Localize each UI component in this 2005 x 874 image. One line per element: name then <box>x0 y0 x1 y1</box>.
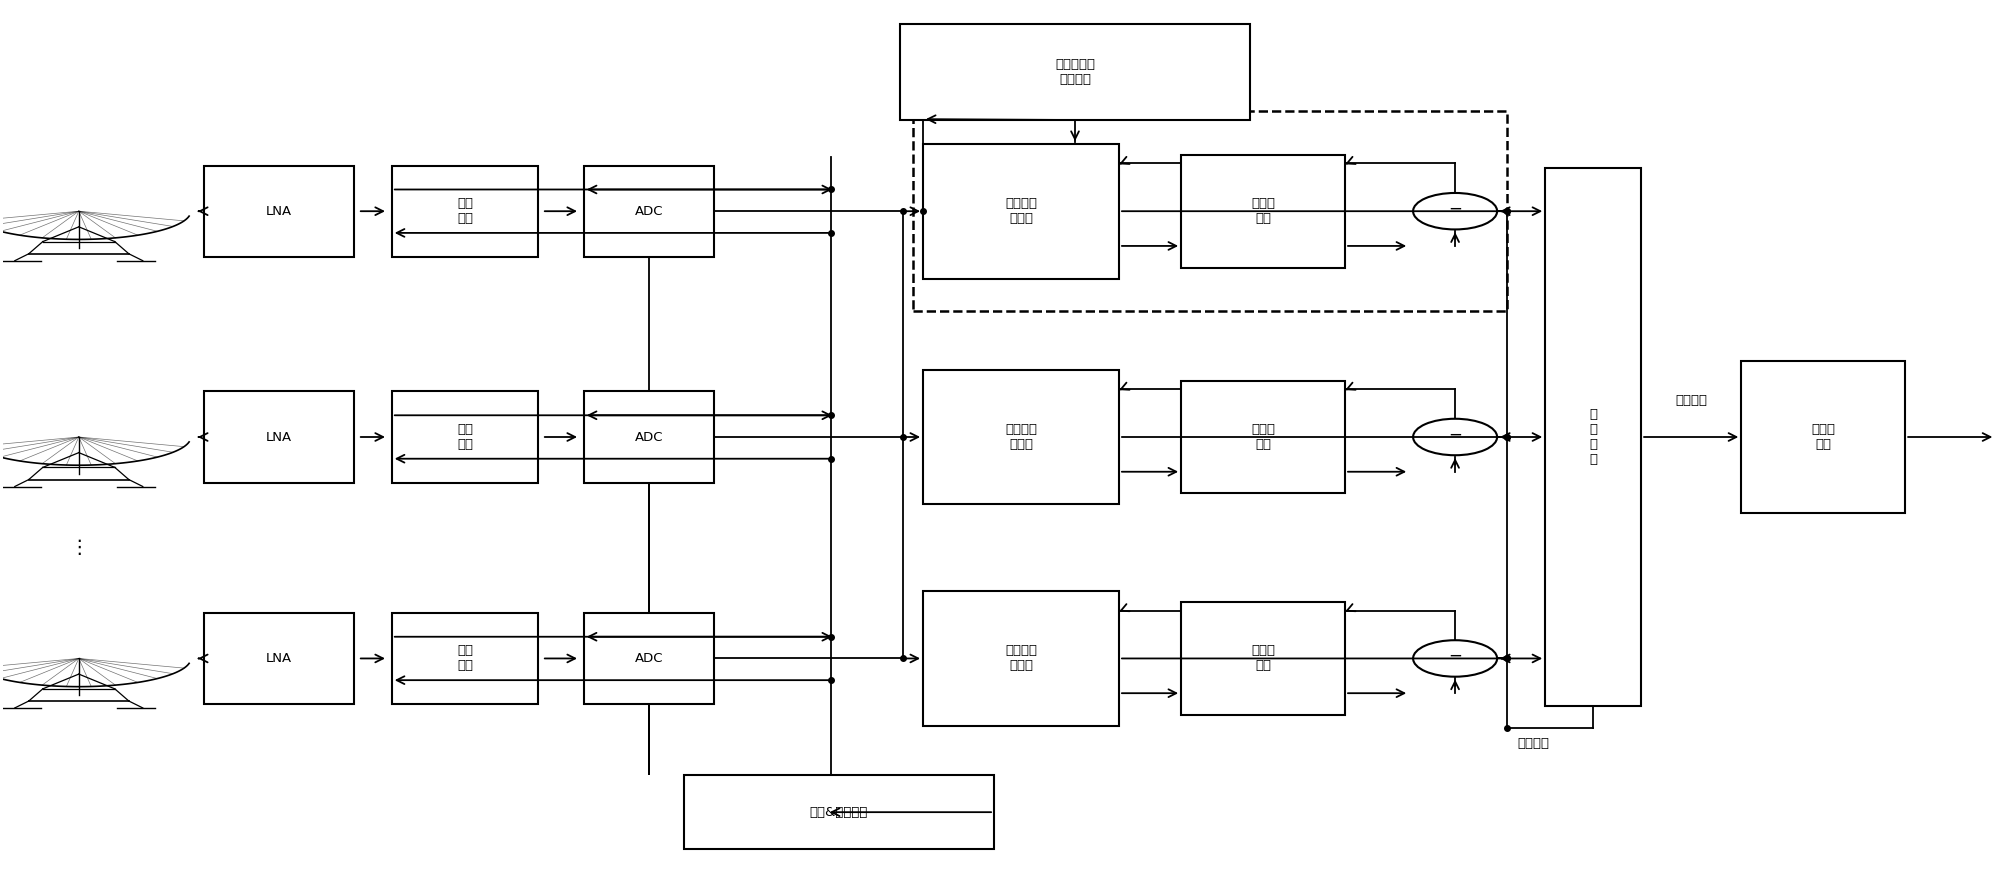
Text: 信
号
合
成: 信 号 合 成 <box>1588 408 1596 466</box>
Circle shape <box>1412 193 1496 230</box>
Bar <box>922 144 1119 279</box>
Bar <box>205 613 353 704</box>
Text: 参考信号: 参考信号 <box>1516 737 1548 750</box>
Text: 时延和相
位调整: 时延和相 位调整 <box>1005 644 1037 672</box>
Text: ADC: ADC <box>634 205 664 218</box>
Text: ⋮: ⋮ <box>68 538 88 558</box>
Text: −: − <box>1448 426 1462 443</box>
Bar <box>900 24 1249 120</box>
Text: 合成信号: 合成信号 <box>1674 393 1706 406</box>
Bar <box>205 392 353 482</box>
Circle shape <box>1412 419 1496 455</box>
Text: 下变
频器: 下变 频器 <box>457 423 473 451</box>
Text: −: − <box>1448 199 1462 218</box>
Bar <box>1544 168 1640 706</box>
Bar <box>922 591 1119 725</box>
Bar <box>684 775 994 849</box>
Text: ADC: ADC <box>634 652 664 665</box>
Text: ADC: ADC <box>634 431 664 443</box>
Text: LNA: LNA <box>265 431 293 443</box>
Text: LNA: LNA <box>265 652 293 665</box>
Bar <box>1181 155 1345 267</box>
Bar <box>391 613 537 704</box>
Bar <box>583 392 714 482</box>
Bar <box>912 111 1506 311</box>
Text: LNA: LNA <box>265 205 293 218</box>
Text: 时延和相
位调整: 时延和相 位调整 <box>1005 423 1037 451</box>
Bar <box>1181 380 1345 494</box>
Text: −: − <box>1448 647 1462 665</box>
Bar <box>205 165 353 257</box>
Text: 下变
频器: 下变 频器 <box>457 644 473 672</box>
Text: 频率&时统模块: 频率&时统模块 <box>810 806 868 819</box>
Bar <box>391 165 537 257</box>
Bar <box>1181 602 1345 715</box>
Text: 相位差
估计: 相位差 估计 <box>1251 198 1275 225</box>
Text: 解调接
收机: 解调接 收机 <box>1811 423 1835 451</box>
Bar <box>583 613 714 704</box>
Text: 相位差
估计: 相位差 估计 <box>1251 423 1275 451</box>
Text: 时延和加权
幅値计算: 时延和加权 幅値计算 <box>1055 59 1095 87</box>
Text: 下变
频器: 下变 频器 <box>457 198 473 225</box>
Circle shape <box>1412 641 1496 676</box>
Text: 相位差
估计: 相位差 估计 <box>1251 644 1275 672</box>
Bar <box>922 370 1119 504</box>
Text: 时延和相
位调整: 时延和相 位调整 <box>1005 198 1037 225</box>
Bar <box>1740 361 1905 513</box>
Bar <box>583 165 714 257</box>
Bar <box>391 392 537 482</box>
